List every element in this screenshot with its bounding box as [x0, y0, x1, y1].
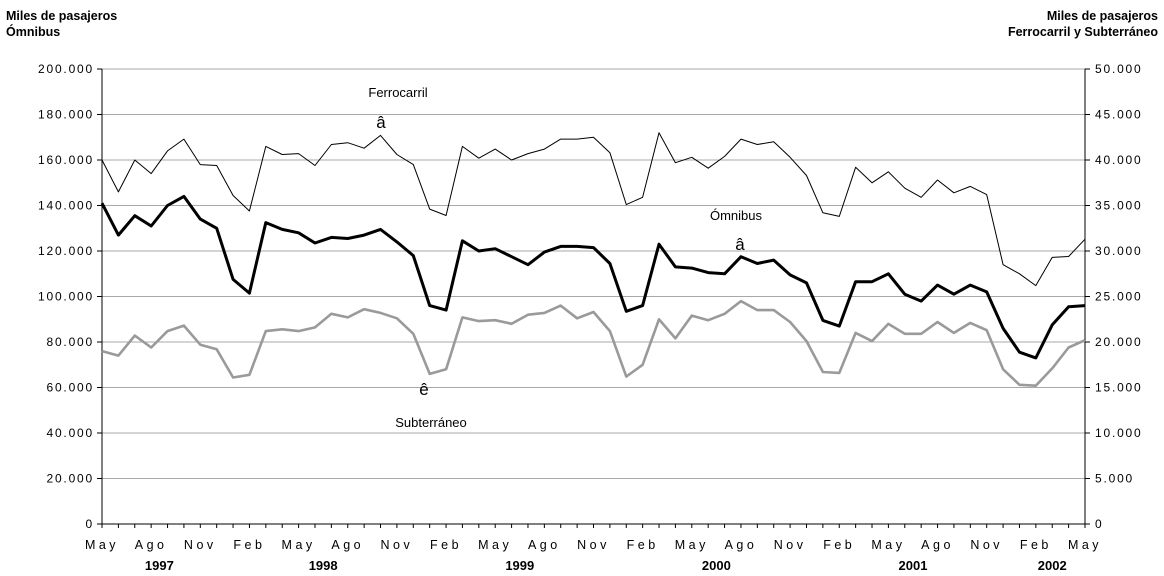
right-tick-label: 45.000	[1095, 108, 1143, 122]
x-tick-label: Ago	[725, 538, 758, 552]
right-axis-title-line1: Miles de pasajeros	[1046, 9, 1158, 23]
left-tick-label: 40.000	[46, 426, 94, 440]
left-tick-label: 20.000	[46, 472, 94, 486]
year-label: 2001	[899, 558, 928, 573]
right-tick-label: 10.000	[1095, 426, 1143, 440]
ferrocarril-line	[101, 132, 1086, 287]
left-tick-label: 180.000	[38, 108, 94, 122]
right-axis-title: Miles de pasajeros Ferrocarril y Subterr…	[1008, 8, 1158, 40]
year-label: 1998	[309, 558, 338, 573]
annotation-label: Ómnibus	[710, 208, 763, 223]
x-tick-label: Ago	[921, 538, 954, 552]
left-tick-label: 100.000	[38, 290, 94, 304]
x-tick-label: Nov	[774, 538, 807, 552]
x-tick-label: May	[282, 538, 316, 552]
x-tick-label: May	[675, 538, 709, 552]
x-tick-label: Feb	[430, 538, 462, 552]
x-tick-label: May	[871, 538, 905, 552]
x-tick-label: May	[1068, 538, 1102, 552]
annotation-label: Subterráneo	[395, 415, 467, 430]
left-axis-title: Miles de pasajeros Ómnibus	[6, 8, 117, 40]
left-tick-label: 0	[86, 517, 94, 531]
x-tick-label: May	[85, 538, 119, 552]
x-tick-label: May	[478, 538, 512, 552]
omnibus-line	[100, 194, 1086, 360]
left-tick-label: 60.000	[46, 381, 94, 395]
right-tick-label: 30.000	[1095, 244, 1143, 258]
year-label: 2000	[702, 558, 731, 573]
annotation-label: Ferrocarril	[368, 85, 427, 100]
right-tick-label: 50.000	[1095, 62, 1143, 76]
x-tick-label: Ago	[135, 538, 168, 552]
annotation-marker: ê	[419, 380, 428, 399]
right-tick-label: 15.000	[1095, 381, 1143, 395]
year-label: 1999	[505, 558, 534, 573]
year-label: 1997	[145, 558, 174, 573]
year-label: 2002	[1038, 558, 1067, 573]
x-tick-label: Nov	[184, 538, 217, 552]
x-tick-label: Feb	[1020, 538, 1052, 552]
right-axis-title-line2: Ferrocarril y Subterráneo	[1007, 25, 1158, 39]
annotation-marker: â	[735, 235, 745, 254]
left-tick-label: 80.000	[46, 335, 94, 349]
left-axis-title-line1: Miles de pasajeros	[6, 9, 118, 23]
x-tick-label: Nov	[577, 538, 610, 552]
left-axis-title-line2: Ómnibus	[6, 25, 61, 39]
left-tick-label: 200.000	[38, 62, 94, 76]
right-tick-label: 35.000	[1095, 199, 1143, 213]
x-tick-label: Nov	[970, 538, 1003, 552]
right-tick-label: 40.000	[1095, 153, 1143, 167]
right-tick-label: 0	[1095, 517, 1103, 531]
x-tick-label: Feb	[627, 538, 659, 552]
right-tick-label: 25.000	[1095, 290, 1143, 304]
subterraneo-line	[101, 299, 1086, 388]
x-tick-label: Feb	[823, 538, 855, 552]
x-tick-label: Ago	[331, 538, 364, 552]
annotation-marker: â	[376, 113, 386, 132]
x-tick-label: Ago	[528, 538, 561, 552]
x-tick-label: Feb	[233, 538, 265, 552]
right-tick-label: 5.000	[1095, 472, 1134, 486]
right-tick-label: 20.000	[1095, 335, 1143, 349]
left-tick-label: 160.000	[38, 153, 94, 167]
x-tick-label: Nov	[381, 538, 414, 552]
left-tick-label: 140.000	[38, 199, 94, 213]
left-tick-label: 120.000	[38, 244, 94, 258]
